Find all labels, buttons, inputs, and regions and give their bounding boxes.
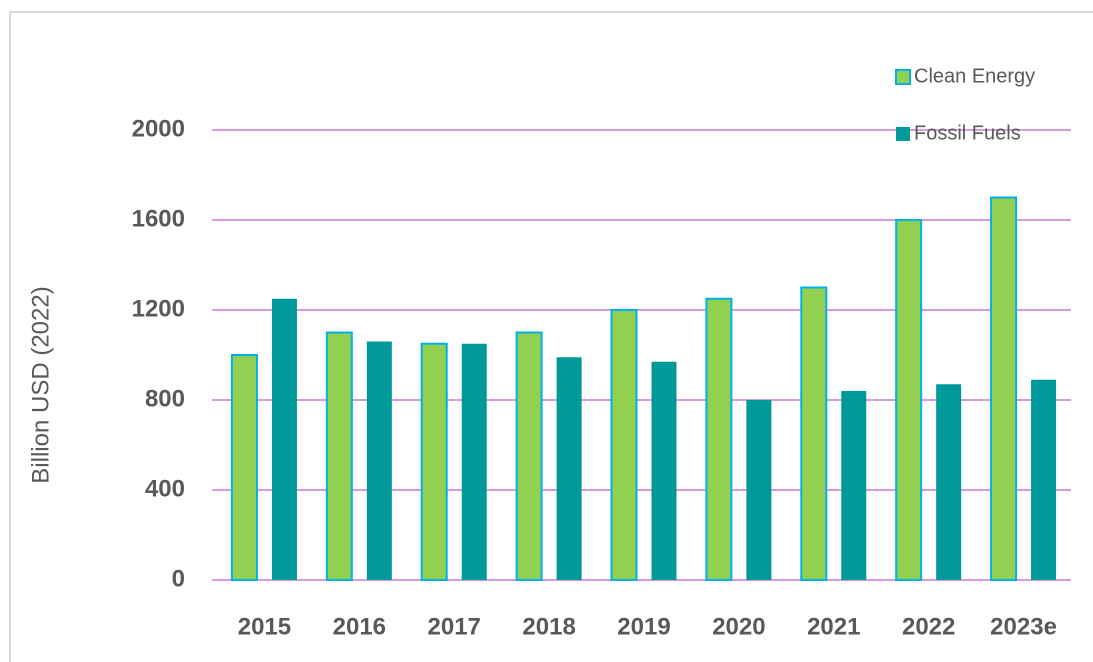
x-tick-label: 2016 (333, 613, 386, 640)
x-tick-label: 2020 (712, 613, 765, 640)
bar (230, 354, 258, 581)
bar (651, 361, 677, 580)
y-tick-label: 800 (145, 385, 185, 412)
y-tick-label: 400 (145, 475, 185, 502)
chart-frame (9, 11, 1093, 662)
x-tick-label: 2021 (807, 613, 860, 640)
legend-label: Clean Energy (914, 65, 1035, 87)
y-tick-label: 1200 (132, 295, 185, 322)
y-tick-label: 0 (172, 565, 185, 592)
bar (461, 343, 487, 580)
x-tick-label: 2023e (990, 613, 1057, 640)
bar (556, 357, 582, 580)
x-tick-label: 2022 (902, 613, 955, 640)
bar (366, 341, 392, 580)
bar (800, 286, 828, 581)
legend-swatch (895, 69, 911, 85)
bar (610, 309, 638, 581)
y-tick-label: 2000 (132, 115, 185, 142)
bar (420, 342, 448, 581)
x-tick-label: 2017 (428, 613, 481, 640)
legend-label: Fossil Fuels (914, 122, 1021, 144)
bar (705, 297, 733, 581)
x-tick-label: 2018 (522, 613, 575, 640)
bar (1031, 379, 1057, 580)
bar (515, 331, 543, 581)
bar (841, 391, 867, 580)
bar (325, 331, 353, 581)
y-tick-label: 1600 (132, 205, 185, 232)
bar (990, 196, 1018, 581)
bar (936, 384, 962, 580)
bar (271, 298, 297, 580)
bar (746, 400, 772, 580)
y-axis-label: Billion USD (2022) (27, 286, 54, 483)
x-tick-label: 2019 (617, 613, 670, 640)
legend-swatch (896, 127, 910, 141)
x-tick-label: 2015 (238, 613, 291, 640)
bar (895, 219, 923, 581)
